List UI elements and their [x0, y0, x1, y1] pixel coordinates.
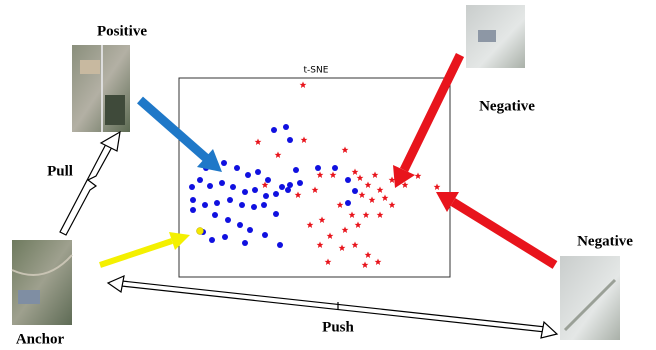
anchor-point	[197, 228, 204, 235]
negative-right-image	[560, 256, 620, 340]
pull-arrow	[60, 132, 120, 235]
positive-label: Positive	[97, 23, 147, 39]
negative-label: Negative	[479, 98, 535, 114]
diagram: Positive Negative Negative Anchor Pull P…	[0, 0, 656, 350]
anchor-label: Anchor	[16, 331, 65, 347]
negative-arrow	[436, 192, 555, 265]
anchor-arrow	[100, 232, 190, 265]
negative-top-image	[466, 5, 525, 68]
blue-points	[189, 124, 358, 248]
negative-label: Negative	[577, 233, 633, 249]
positive-image	[72, 45, 130, 132]
pull-label: Pull	[47, 163, 73, 179]
anchor-image	[12, 240, 72, 325]
positive-arrow	[140, 100, 222, 172]
push-label: Push	[322, 319, 354, 335]
plot-title: t-SNE	[304, 66, 329, 76]
